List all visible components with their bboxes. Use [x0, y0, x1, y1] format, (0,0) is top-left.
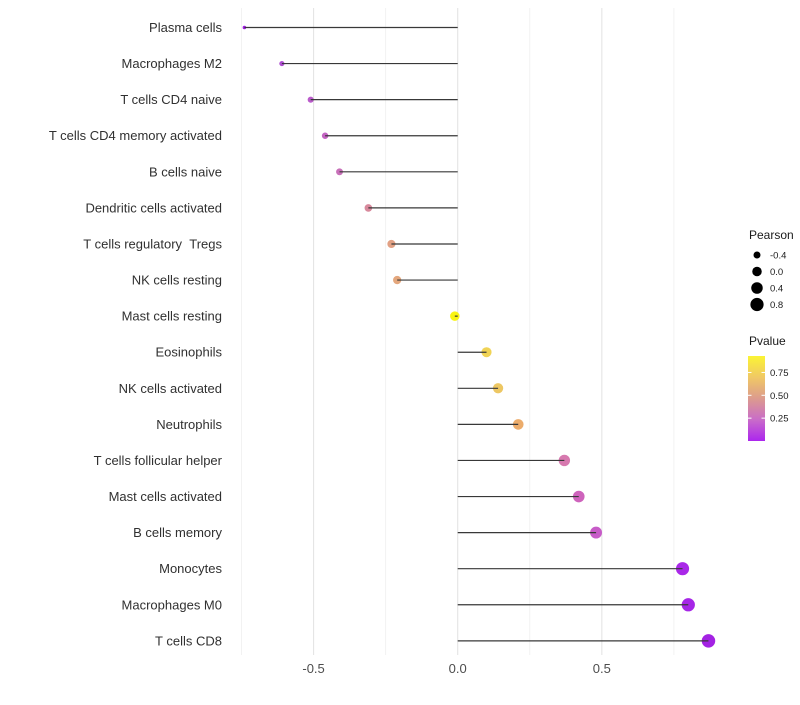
lollipop-row: T cells follicular helper	[94, 453, 571, 468]
lollipop-row: Neutrophils	[156, 417, 524, 432]
colorbar-tick-label: 0.25	[770, 414, 789, 425]
lollipop-row: Dendritic cells activated	[85, 200, 458, 215]
size-legend-dot	[751, 282, 763, 294]
lollipop-row: Plasma cells	[149, 20, 458, 35]
category-label: B cells naive	[149, 164, 222, 179]
category-label: Plasma cells	[149, 20, 222, 35]
gridlines	[241, 8, 675, 655]
lollipop-row: Monocytes	[159, 561, 690, 576]
category-label: NK cells resting	[132, 273, 222, 288]
lollipop-row: T cells regulatory Tregs	[83, 236, 458, 251]
size-legend-label: 0.0	[770, 267, 783, 278]
category-label: T cells CD4 memory activated	[49, 128, 222, 143]
category-label: T cells CD8	[155, 633, 222, 648]
color-legend-title: Pvalue	[749, 334, 786, 348]
size-legend-dot	[750, 297, 764, 312]
size-legend-dot	[752, 266, 762, 277]
lollipop-row: Eosinophils	[156, 345, 492, 360]
category-label: Mast cells activated	[109, 489, 222, 504]
pvalue-color-legend: Pvalue 0.75 0.50 0.25	[748, 334, 789, 441]
lollipop-rows: Plasma cells Macrophages M2 T cells CD4 na…	[49, 20, 716, 648]
lollipop-row: Macrophages M0	[122, 597, 695, 612]
lollipop-row: T cells CD8	[155, 633, 716, 648]
category-label: Dendritic cells activated	[85, 200, 222, 215]
size-legend-label: 0.4	[770, 284, 783, 295]
lollipop-row: Macrophages M2	[122, 56, 458, 71]
category-label: Neutrophils	[156, 417, 222, 432]
lollipop-row: NK cells activated	[119, 381, 504, 396]
colorbar-tick-label: 0.75	[770, 368, 789, 379]
lollipop-row: Mast cells activated	[109, 489, 585, 504]
category-label: B cells memory	[133, 525, 222, 540]
category-label: Mast cells resting	[122, 309, 222, 324]
x-tick-label: -0.5	[302, 661, 324, 676]
x-tick-label: 0.5	[593, 661, 611, 676]
pvalue-colorbar	[748, 356, 765, 441]
colorbar-tick-label: 0.50	[770, 391, 789, 402]
size-legend-dot	[753, 251, 761, 259]
x-axis: -0.5 0.0 0.5	[302, 661, 610, 676]
size-legend-label: 0.8	[770, 300, 783, 311]
category-label: Eosinophils	[156, 345, 223, 360]
category-label: NK cells activated	[119, 381, 222, 396]
size-legend-title: Pearson	[749, 228, 794, 242]
lollipop-row: B cells memory	[133, 525, 603, 540]
category-label: Macrophages M2	[122, 56, 222, 71]
category-label: T cells CD4 naive	[120, 92, 222, 107]
lollipop-point	[393, 275, 402, 285]
pearson-size-legend: Pearson -0.4 0.0 0.4 0.8	[749, 228, 794, 312]
x-tick-label: 0.0	[449, 661, 467, 676]
category-label: T cells follicular helper	[94, 453, 223, 468]
lollipop-row: NK cells resting	[132, 273, 458, 288]
lollipop-row: Mast cells resting	[122, 309, 460, 324]
category-label: T cells regulatory Tregs	[83, 236, 222, 251]
category-label: Macrophages M0	[122, 597, 222, 612]
lollipop-row: B cells naive	[149, 164, 458, 179]
category-label: Monocytes	[159, 561, 222, 576]
lollipop-row: T cells CD4 naive	[120, 92, 458, 107]
lollipop-row: T cells CD4 memory activated	[49, 128, 458, 143]
size-legend-label: -0.4	[770, 251, 786, 262]
